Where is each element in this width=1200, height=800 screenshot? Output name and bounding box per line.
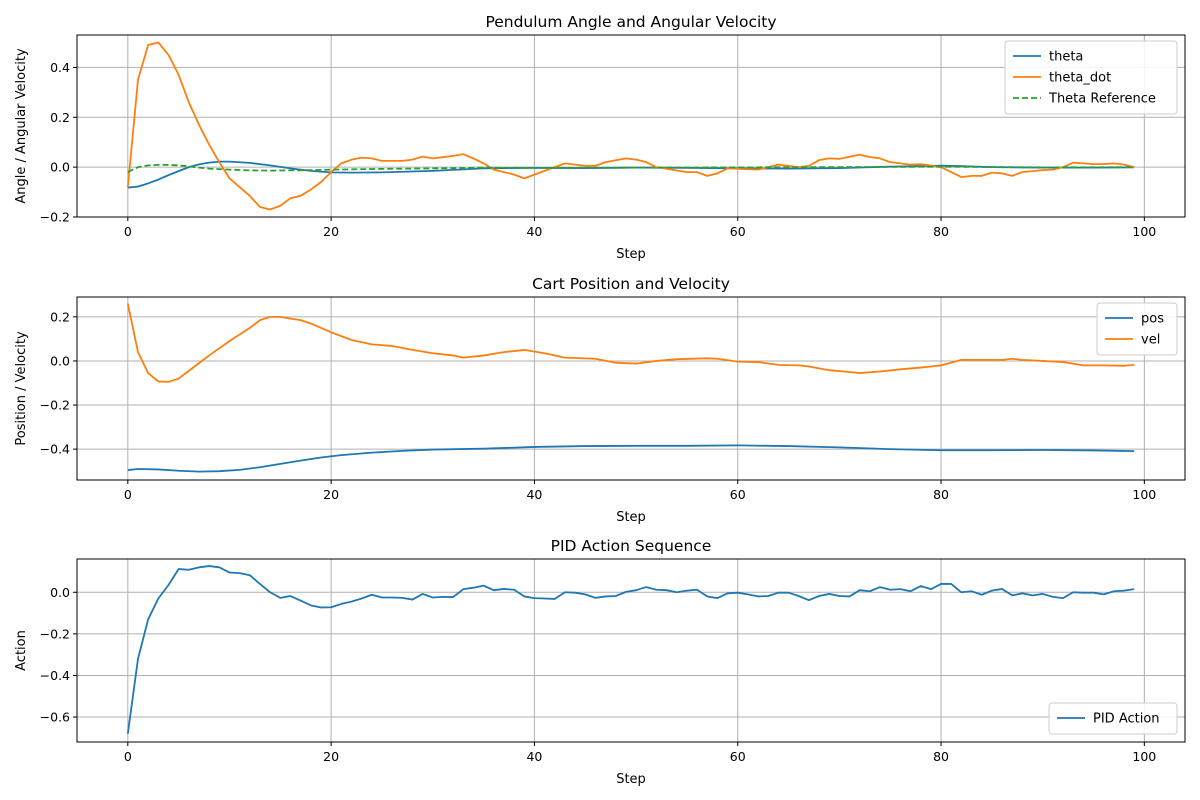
x-tick-label: 40 (526, 487, 542, 502)
ticks: 0 20 40 60 80 100 −0.4 −0.2 0.0 0.2 (40, 309, 1157, 502)
legend-box (1048, 702, 1178, 735)
y-tick-label: −0.4 (40, 668, 70, 683)
y-tick-label: 0.0 (50, 353, 70, 368)
x-tick-label: 40 (526, 749, 542, 764)
pendulum-panel: 0 20 40 60 80 100 −0.2 0.0 0.2 0.4 Pendulum Angle… (14, 13, 1186, 262)
y-tick-label: 0.0 (50, 160, 70, 175)
x-tick-label: 0 (124, 224, 132, 239)
x-tick-label: 80 (933, 749, 949, 764)
series-line-pid-action (126, 565, 1135, 734)
gridlines (77, 297, 1185, 480)
y-tick-label: −0.6 (40, 710, 70, 725)
chart-title: PID Action Sequence (551, 537, 712, 555)
chart-title: Cart Position and Velocity (532, 275, 730, 293)
cart-panel: 0 20 40 60 80 100 −0.4 −0.2 0.0 0.2 Cart Position… (14, 275, 1186, 525)
x-tick-label: 20 (323, 487, 339, 502)
y-tick-label: −0.2 (40, 626, 70, 641)
series-lines (126, 41, 1135, 211)
x-tick-label: 80 (933, 224, 949, 239)
legend: theta theta_dot Theta Reference (1004, 40, 1178, 115)
pid-panel: 0 20 40 60 80 100 −0.6 −0.4 −0.2 0.0 PID Action S… (14, 537, 1186, 787)
y-tick-label: 0.4 (50, 60, 70, 75)
series-line-vel (126, 303, 1135, 383)
x-tick-label: 100 (1132, 224, 1156, 239)
legend-label: Theta Reference (1048, 92, 1156, 107)
x-tick-label: 60 (730, 749, 746, 764)
y-axis-label: Position / Velocity (14, 331, 29, 446)
x-tick-label: 20 (323, 224, 339, 239)
y-tick-label: −0.2 (40, 398, 70, 413)
y-tick-label: −0.2 (40, 210, 70, 225)
legend-label: theta_dot (1049, 71, 1111, 86)
x-tick-label: 60 (730, 487, 746, 502)
x-axis-label: Step (616, 510, 646, 525)
x-tick-label: 100 (1132, 487, 1156, 502)
axes-frame (76, 558, 1186, 743)
y-tick-label: −0.4 (40, 442, 70, 457)
legend-label: PID Action (1093, 712, 1160, 727)
legend-label: theta (1049, 50, 1083, 65)
series-line-theta-reference (127, 163, 1135, 173)
legend: pos vel (1096, 302, 1178, 356)
x-tick-label: 20 (323, 749, 339, 764)
gridlines (77, 559, 1185, 742)
y-tick-label: 0.2 (50, 110, 70, 125)
x-tick-label: 0 (124, 487, 132, 502)
series-line-theta-dot (126, 41, 1135, 211)
chart-title: Pendulum Angle and Angular Velocity (485, 13, 776, 31)
series-lines (126, 303, 1135, 473)
x-tick-label: 80 (933, 487, 949, 502)
ticks: 0 20 40 60 80 100 −0.6 −0.4 −0.2 0.0 (40, 585, 1157, 764)
series-line-theta (127, 160, 1135, 189)
x-tick-label: 100 (1132, 749, 1156, 764)
y-tick-label: 0.2 (50, 309, 70, 324)
x-tick-label: 40 (526, 224, 542, 239)
legend: PID Action (1048, 702, 1178, 735)
legend-box (1096, 302, 1178, 356)
x-tick-label: 60 (730, 224, 746, 239)
x-tick-label: 0 (124, 749, 132, 764)
ticks: 0 20 40 60 80 100 −0.2 0.0 0.2 0.4 (40, 60, 1157, 239)
y-axis-label: Angle / Angular Velocity (14, 48, 29, 204)
y-axis-label: Action (14, 630, 29, 671)
legend-label: pos (1141, 312, 1164, 327)
legend-label: vel (1141, 333, 1160, 348)
axes-frame (76, 296, 1186, 481)
series-line-pos (127, 444, 1135, 473)
x-axis-label: Step (616, 247, 646, 262)
y-tick-label: 0.0 (50, 585, 70, 600)
axes-frame (76, 34, 1186, 218)
legend-box (1004, 40, 1178, 115)
x-axis-label: Step (616, 772, 646, 787)
series-lines (126, 565, 1135, 734)
